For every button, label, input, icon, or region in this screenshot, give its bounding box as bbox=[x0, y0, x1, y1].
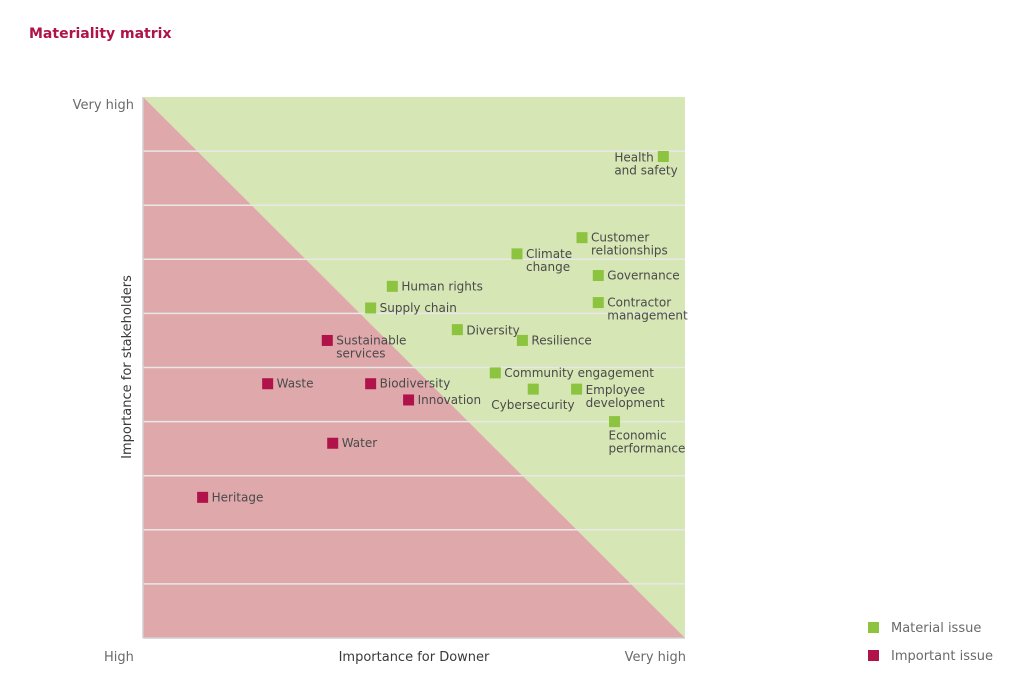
point-marker bbox=[197, 491, 209, 503]
legend-label-important: Important issue bbox=[891, 649, 993, 664]
data-point: Diversity bbox=[451, 324, 520, 338]
point-marker bbox=[262, 378, 274, 390]
point-label: Waste bbox=[277, 377, 314, 391]
point-label: and safety bbox=[614, 164, 677, 178]
data-point: Waste bbox=[262, 377, 313, 391]
point-label: Sustainable bbox=[336, 333, 406, 347]
point-label: Employee bbox=[586, 383, 645, 397]
data-point: Innovation bbox=[403, 393, 481, 407]
point-marker bbox=[657, 151, 669, 163]
data-point: Supply chain bbox=[365, 301, 457, 315]
point-marker bbox=[365, 302, 377, 314]
legend-label-material: Material issue bbox=[891, 621, 981, 636]
point-marker bbox=[576, 232, 588, 244]
point-marker bbox=[451, 324, 463, 336]
point-label: Resilience bbox=[531, 333, 591, 347]
point-marker bbox=[489, 367, 501, 379]
point-label: Customer bbox=[591, 231, 649, 245]
data-point: Community engagement bbox=[489, 366, 654, 380]
data-point: Water bbox=[327, 436, 377, 450]
legend-swatch-important bbox=[868, 650, 879, 661]
data-point: Heritage bbox=[197, 490, 263, 504]
point-label: Innovation bbox=[418, 393, 482, 407]
point-marker bbox=[609, 416, 621, 428]
point-marker bbox=[527, 383, 539, 395]
point-marker bbox=[511, 248, 523, 260]
point-marker bbox=[592, 270, 604, 282]
data-point: Governance bbox=[592, 269, 680, 283]
point-label: relationships bbox=[591, 244, 668, 258]
point-label: Diversity bbox=[466, 324, 519, 338]
data-point: Cybersecurity bbox=[491, 383, 575, 412]
data-point: Resilience bbox=[516, 333, 592, 347]
y-tick-very-high: Very high bbox=[73, 98, 134, 113]
chart-title: Materiality matrix bbox=[29, 26, 172, 42]
x-tick-very-high: Very high bbox=[625, 650, 686, 665]
x-axis-title: Importance for Downer bbox=[339, 650, 490, 665]
point-marker bbox=[516, 334, 528, 346]
point-label: Climate bbox=[526, 247, 572, 261]
point-label: Contractor bbox=[607, 296, 671, 310]
point-label: services bbox=[336, 346, 385, 360]
point-label: development bbox=[586, 396, 665, 410]
point-label: Human rights bbox=[401, 279, 483, 293]
point-label: Cybersecurity bbox=[491, 398, 574, 412]
point-label: change bbox=[526, 260, 570, 274]
data-point: Human rights bbox=[386, 279, 483, 293]
x-tick-high: High bbox=[104, 650, 134, 665]
point-label: management bbox=[607, 309, 688, 323]
point-label: Governance bbox=[607, 269, 679, 283]
plot-area bbox=[142, 97, 685, 639]
point-marker bbox=[386, 280, 398, 292]
point-marker bbox=[365, 378, 377, 390]
point-label: Health bbox=[614, 151, 653, 165]
point-label: Economic bbox=[609, 429, 667, 443]
point-marker bbox=[592, 297, 604, 309]
point-marker bbox=[403, 394, 415, 406]
point-marker bbox=[321, 334, 333, 346]
legend: Material issue Important issue bbox=[868, 621, 993, 664]
point-label: Biodiversity bbox=[380, 377, 451, 391]
point-marker bbox=[571, 383, 583, 395]
point-label: Supply chain bbox=[380, 301, 457, 315]
y-axis-title: Importance for stakeholders bbox=[120, 275, 135, 459]
legend-swatch-material bbox=[868, 622, 879, 633]
data-point: Biodiversity bbox=[365, 377, 450, 391]
point-label: Water bbox=[342, 436, 378, 450]
point-label: Heritage bbox=[212, 490, 264, 504]
point-label: performance bbox=[609, 442, 686, 456]
point-label: Community engagement bbox=[504, 366, 654, 380]
point-marker bbox=[327, 437, 339, 449]
